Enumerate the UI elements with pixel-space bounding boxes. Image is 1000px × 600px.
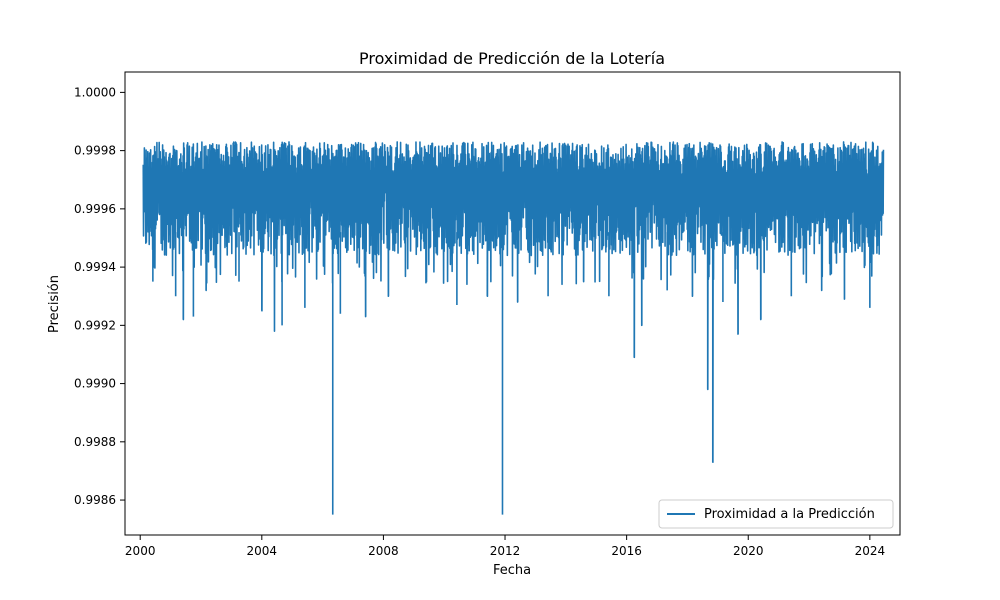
y-axis: 0.9986 0.9988 0.9990 0.9992 0.9994 0.9996 0.99…: [74, 85, 125, 507]
y-tick-label: 0.9990: [74, 377, 116, 391]
plot-frame: [124, 71, 901, 536]
x-tick-label: 2024: [855, 544, 886, 558]
x-axis: 2000 2004 2008 2012 2016 2020 2024: [125, 535, 885, 558]
y-tick-label: 0.9992: [74, 318, 116, 332]
x-tick-label: 2016: [611, 544, 642, 558]
series-line: [142, 141, 885, 515]
series-proximidad: [142, 141, 885, 515]
y-tick-label: 1.0000: [74, 85, 116, 99]
x-tick-label: 2004: [247, 544, 278, 558]
y-tick-label: 0.9996: [74, 202, 116, 216]
x-axis-label: Fecha: [493, 563, 531, 578]
legend-label: Proximidad a la Predicción: [704, 507, 875, 522]
x-tick-label: 2008: [368, 544, 399, 558]
chart-title: Proximidad de Predicción de la Lotería: [359, 49, 665, 68]
y-tick-label: 0.9986: [74, 493, 116, 507]
y-tick-label: 0.9988: [74, 435, 116, 449]
y-axis-label: Precisión: [47, 275, 62, 333]
y-tick-label: 0.9998: [74, 144, 116, 158]
x-tick-label: 2012: [490, 544, 521, 558]
y-tick-label: 0.9994: [74, 260, 116, 274]
legend-box: [658, 499, 894, 529]
legend: Proximidad a la Predicción: [658, 499, 894, 529]
x-tick-label: 2000: [125, 544, 156, 558]
x-tick-label: 2020: [733, 544, 764, 558]
